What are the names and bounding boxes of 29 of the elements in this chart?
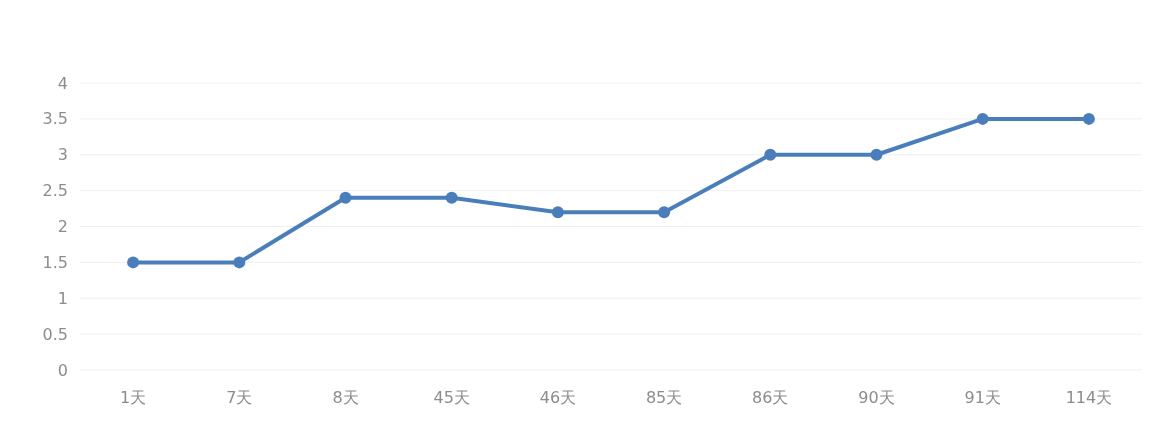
y-tick-label: 0.5	[42, 324, 68, 344]
y-tick-label: 3	[57, 145, 68, 165]
point	[339, 191, 352, 204]
x-tick-label: 8天	[332, 387, 359, 407]
point	[764, 148, 777, 161]
point	[976, 112, 989, 125]
point	[870, 148, 883, 161]
x-tick-label: 46天	[539, 387, 577, 407]
x-tick-label: 90天	[858, 387, 895, 407]
point	[1082, 112, 1095, 125]
x-tick-label: 45天	[433, 387, 470, 407]
point	[551, 206, 564, 219]
point	[127, 256, 140, 269]
x-tick-label: 91天	[964, 387, 1001, 407]
x-tick-label: 7天	[226, 387, 253, 407]
y-tick-label: 1.5	[42, 252, 68, 272]
y-tick-label: 4	[57, 73, 68, 93]
y-tick-label: 1	[57, 288, 68, 308]
y-tick-label: 0	[57, 360, 68, 380]
x-tick-label: 86天	[752, 387, 789, 407]
y-tick-label: 3.5	[42, 109, 68, 129]
point	[658, 206, 671, 219]
point	[445, 191, 458, 204]
x-tick-label: 1天	[120, 387, 147, 407]
point	[233, 256, 246, 269]
x-tick-label: 114天	[1065, 387, 1113, 407]
x-tick-label: 85天	[645, 387, 683, 407]
y-tick-label: 2	[57, 217, 68, 236]
y-tick-label: 2.5	[42, 181, 68, 201]
